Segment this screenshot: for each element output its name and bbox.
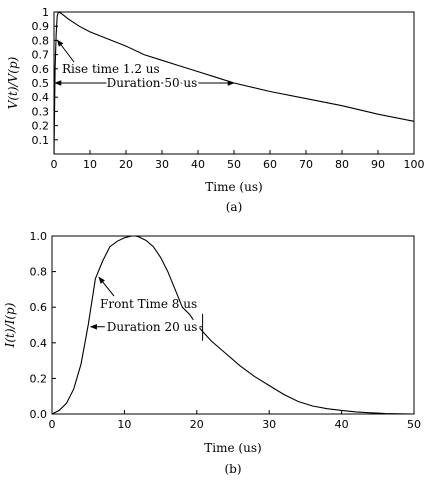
x-tick-label: 10 [117,418,131,431]
x-tick-label: 100 [404,158,425,171]
y-tick-label: 0.2 [32,120,50,133]
x-tick-label: 60 [263,158,277,171]
x-tick-label: 40 [335,418,349,431]
y-ticks-a: 0.10.2 0.30.40.50.60.7 0.80.91 [32,6,58,147]
panel-label-a: (a) [226,200,243,214]
x-tick-label: 50 [227,158,241,171]
x-tick-label: 30 [262,418,276,431]
y-tick-label: 0.6 [30,301,48,314]
y-tick-label: 0.0 [30,408,48,421]
x-tick-label: 70 [299,158,313,171]
x-tick-label: 0 [51,158,58,171]
x-tick-label: 80 [335,158,349,171]
x-ticks-a: 0 10 20 30 40 50 60 70 80 90 100 [51,150,425,171]
x-tick-label: 20 [190,418,204,431]
y-tick-label: 0.1 [32,134,50,147]
rise-time-arrow [56,39,75,63]
x-tick-label: 40 [191,158,205,171]
duration-label-a: Duration 50 us [107,76,198,90]
y-tick-label: 0.6 [32,63,50,76]
x-axis-label-b: Time (us) [204,441,261,455]
duration-label-b: Duration 20 us [107,320,198,334]
y-tick-label: 0.4 [32,91,50,104]
y-tick-label: 1.0 [30,230,48,243]
front-time-arrow [98,276,115,297]
x-tick-label: 20 [119,158,133,171]
panel-label-b: (b) [224,462,241,476]
x-axis-label-a: Time (us) [205,180,262,194]
y-tick-label: 0.4 [30,337,48,350]
y-tick-label: 1 [42,6,49,19]
y-tick-label: 0.3 [32,105,50,118]
x-tick-label: 90 [371,158,385,171]
y-axis-label-a: V(t)/V(p) [6,56,20,109]
x-tick-label: 0 [49,418,56,431]
y-tick-label: 0.8 [30,266,48,279]
series-line-a [53,11,415,155]
y-tick-label: 0.9 [32,20,50,33]
chart-a: 0 10 20 30 40 50 60 70 80 90 100 0.10.20.30.40.50.… [6,6,425,214]
y-ticks-b: 0.0 0.2 0.4 0.6 0.8 1.0 [30,230,56,421]
y-tick-label: 0.2 [30,372,48,385]
y-axis-label-b: I(t)/I(p) [3,302,17,348]
x-tick-label: 50 [407,418,421,431]
chart-b: 0 10 20 30 40 50 0.0 0.2 0.4 0.6 0.8 1.0 Front Tim… [3,230,421,476]
x-ticks-b: 0 10 20 30 40 50 [49,410,421,431]
y-tick-label: 0.8 [32,34,50,47]
rise-time-label: Rise time 1.2 us [62,62,160,76]
plot-frame-b [51,235,415,415]
series-line-b [51,235,415,415]
y-tick-label: 0.7 [32,49,50,62]
front-time-label: Front Time 8 us [100,297,197,311]
x-tick-label: 30 [155,158,169,171]
duration-label-b-backing [104,319,200,334]
x-tick-label: 10 [83,158,97,171]
y-tick-label: 0.5 [32,77,50,90]
